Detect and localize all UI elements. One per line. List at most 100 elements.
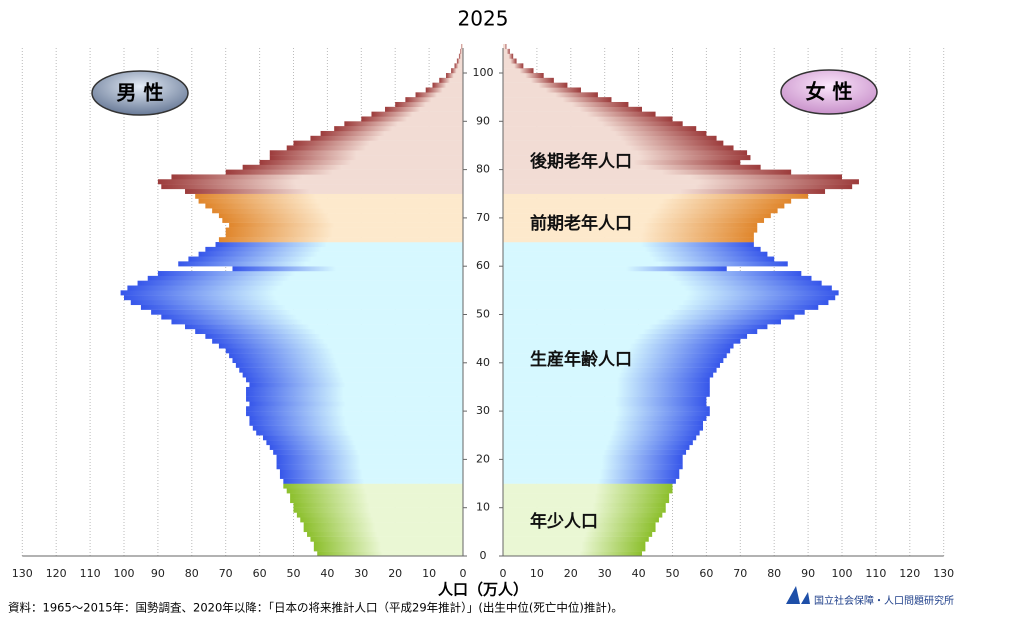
- bar: [503, 415, 707, 421]
- x-tick-label: 40: [632, 567, 646, 580]
- x-tick-label: 90: [151, 567, 165, 580]
- bar: [130, 300, 463, 306]
- bar: [503, 179, 859, 185]
- bar: [503, 444, 690, 450]
- bar: [303, 522, 463, 528]
- bar: [313, 546, 463, 552]
- bar: [503, 546, 646, 552]
- x-tick-label: 130: [12, 567, 33, 580]
- bar: [242, 372, 463, 378]
- bar: [503, 367, 717, 373]
- x-tick-label: 90: [801, 567, 815, 580]
- bar: [198, 198, 463, 204]
- bar: [503, 328, 758, 335]
- bar: [503, 333, 748, 339]
- y-tick-label: 100: [473, 66, 494, 79]
- y-tick-label: 0: [480, 549, 487, 562]
- x-tick-label: 80: [767, 567, 781, 580]
- bar: [405, 97, 463, 103]
- bar: [503, 536, 649, 542]
- bar: [256, 430, 463, 436]
- bar: [239, 367, 463, 373]
- bar: [503, 44, 507, 50]
- bar: [259, 159, 463, 165]
- bar: [503, 193, 809, 199]
- bar: [432, 82, 463, 88]
- x-tick-label: 60: [253, 567, 267, 580]
- bar: [503, 82, 568, 88]
- bar: [503, 541, 646, 547]
- bar: [218, 237, 463, 243]
- bar: [195, 328, 463, 335]
- bar: [140, 304, 463, 310]
- bar: [503, 362, 720, 368]
- bar: [461, 44, 463, 50]
- bar: [503, 502, 666, 508]
- bar: [503, 319, 781, 325]
- x-tick-label: 120: [899, 567, 920, 580]
- bar: [503, 396, 707, 402]
- bar: [503, 130, 707, 136]
- bar: [317, 551, 463, 557]
- bar: [269, 155, 463, 161]
- group-label: 生産年齢人口: [530, 349, 632, 370]
- bar: [503, 271, 802, 277]
- bar: [503, 106, 642, 112]
- x-tick-label: 30: [598, 567, 612, 580]
- x-tick-label: 10: [530, 567, 544, 580]
- bar: [310, 536, 463, 542]
- bar: [229, 353, 463, 359]
- x-tick-label: 80: [185, 567, 199, 580]
- bar: [225, 232, 463, 238]
- bar: [503, 507, 666, 513]
- bar: [137, 280, 463, 286]
- bar: [246, 377, 463, 383]
- bar: [293, 140, 463, 146]
- bar: [279, 469, 463, 475]
- bar: [503, 101, 629, 108]
- bar: [290, 498, 463, 504]
- bar: [371, 111, 463, 117]
- bar: [503, 338, 741, 344]
- x-tick-label: 110: [80, 567, 101, 580]
- bar: [503, 126, 697, 132]
- x-tick-label: 50: [287, 567, 301, 580]
- bar: [212, 208, 463, 214]
- bar: [147, 275, 464, 281]
- bar: [503, 208, 778, 214]
- bar: [127, 285, 463, 291]
- legend-label: 男 性: [117, 81, 164, 105]
- x-tick-label: 130: [933, 567, 954, 580]
- bar: [456, 58, 463, 64]
- bar: [503, 425, 704, 431]
- bar: [161, 314, 464, 320]
- bar: [503, 198, 792, 204]
- bar: [446, 73, 463, 79]
- bar: [503, 121, 683, 127]
- bar: [249, 415, 463, 421]
- bar: [503, 449, 687, 455]
- bar: [503, 386, 710, 392]
- bar: [503, 222, 758, 228]
- bar: [225, 169, 463, 175]
- bar: [198, 251, 463, 257]
- bar: [232, 357, 463, 363]
- bar: [503, 430, 700, 436]
- x-tick-label: 100: [114, 567, 135, 580]
- bar: [503, 343, 734, 349]
- bar: [503, 68, 534, 74]
- bar: [171, 174, 463, 180]
- bar: [279, 473, 463, 479]
- bar: [361, 116, 463, 122]
- group-label: 前期老年人口: [530, 213, 632, 234]
- chart-title: 2025: [458, 7, 509, 31]
- x-tick-label: 120: [46, 567, 67, 580]
- bar: [286, 145, 463, 151]
- bar: [503, 391, 710, 397]
- bar: [503, 459, 683, 465]
- bar: [503, 217, 765, 223]
- bar: [503, 246, 761, 252]
- bar: [157, 271, 463, 277]
- bar: [503, 522, 656, 528]
- bar: [503, 285, 832, 291]
